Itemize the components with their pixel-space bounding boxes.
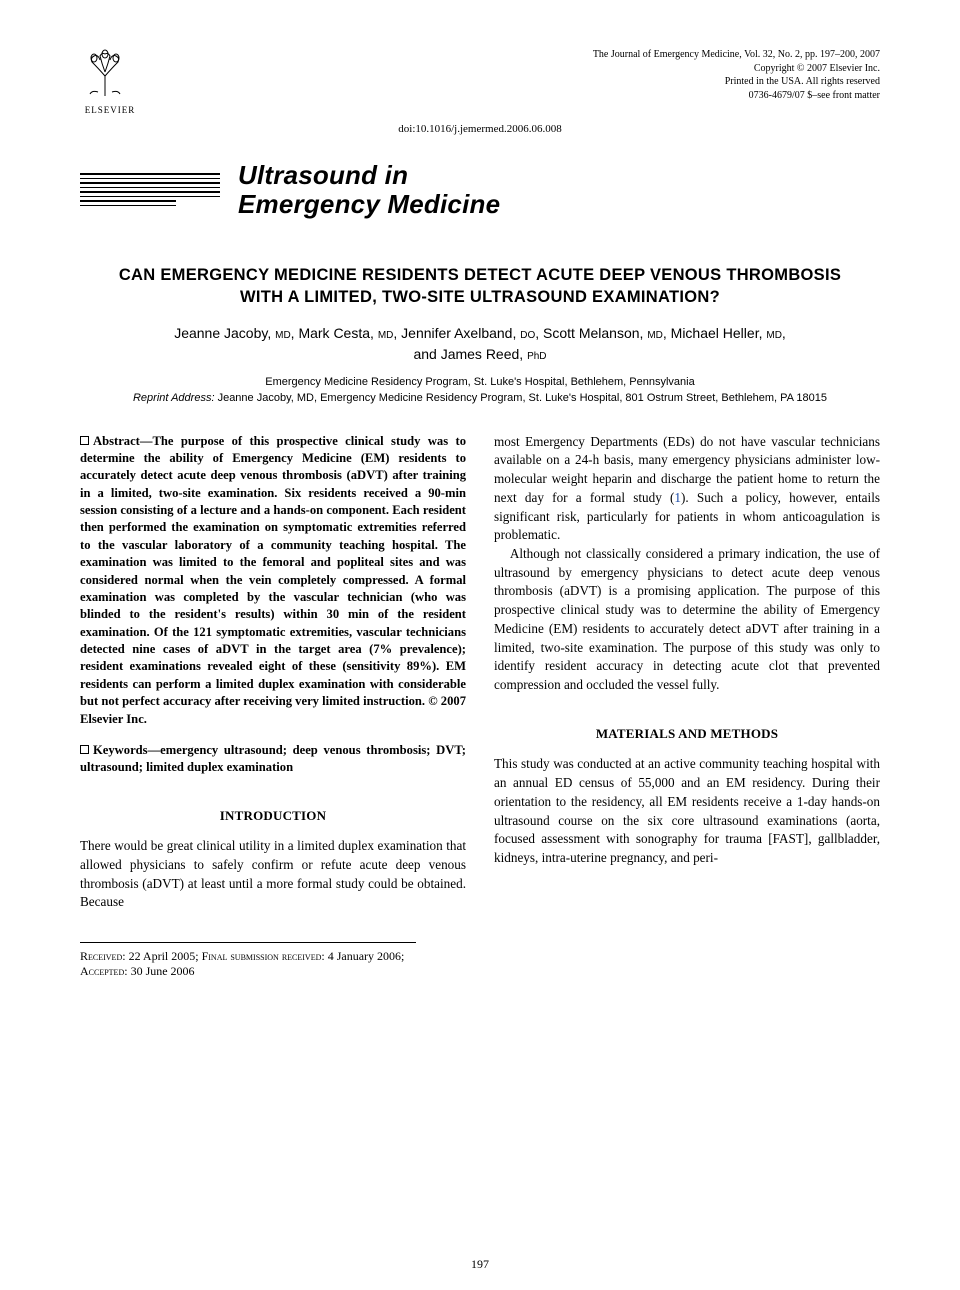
affiliation-block: Emergency Medicine Residency Program, St… (80, 375, 880, 407)
section-banner-title: Ultrasound in Emergency Medicine (238, 161, 500, 218)
section-heading-methods: MATERIALS AND METHODS (494, 725, 880, 743)
journal-meta-line: Copyright © 2007 Elsevier Inc. (593, 62, 880, 76)
intro-paragraph: Although not classically considered a pr… (494, 545, 880, 695)
citation-link[interactable]: 1 (674, 490, 681, 505)
keywords: Keywords—emergency ultrasound; deep veno… (80, 742, 466, 777)
page-number: 197 (0, 1257, 960, 1272)
abstract-text: The purpose of this prospective clinical… (80, 434, 466, 726)
banner-title-line: Ultrasound in (238, 161, 500, 190)
received-date: 22 April 2005; (126, 949, 202, 963)
intro-paragraph-continued: most Emergency Departments (EDs) do not … (494, 433, 880, 545)
banner-title-line: Emergency Medicine (238, 190, 500, 219)
section-heading-introduction: INTRODUCTION (80, 807, 466, 825)
final-label: Final submission received: (202, 949, 325, 963)
right-column: most Emergency Departments (EDs) do not … (494, 433, 880, 913)
abstract: Abstract—The purpose of this prospective… (80, 433, 466, 728)
reprint-text: Jeanne Jacoby, MD, Emergency Medicine Re… (215, 392, 828, 404)
received-label: Received: (80, 949, 126, 963)
keywords-label: Keywords— (93, 743, 160, 757)
methods-paragraph: This study was conducted at an active co… (494, 755, 880, 867)
final-date: 4 January 2006; (325, 949, 405, 963)
publisher-logo: ELSEVIER (80, 48, 140, 115)
article-title: CAN EMERGENCY MEDICINE RESIDENTS DETECT … (100, 264, 860, 309)
abstract-label: Abstract— (93, 434, 152, 448)
section-banner: Ultrasound in Emergency Medicine (80, 161, 880, 218)
header-row: ELSEVIER The Journal of Emergency Medici… (80, 48, 880, 115)
left-column: Abstract—The purpose of this prospective… (80, 433, 466, 913)
reprint-address: Reprint Address: Jeanne Jacoby, MD, Emer… (80, 391, 880, 407)
footer-rule (80, 942, 416, 943)
journal-meta: The Journal of Emergency Medicine, Vol. … (593, 48, 880, 102)
banner-lines-icon (80, 173, 220, 206)
affiliation: Emergency Medicine Residency Program, St… (80, 375, 880, 391)
checkbox-icon (80, 436, 89, 445)
intro-paragraph: There would be great clinical utility in… (80, 837, 466, 912)
article-history: Received: 22 April 2005; Final submissio… (80, 949, 880, 979)
accepted-label: Accepted: (80, 964, 128, 978)
journal-meta-line: Printed in the USA. All rights reserved (593, 75, 880, 89)
journal-meta-line: The Journal of Emergency Medicine, Vol. … (593, 48, 880, 62)
accepted-date: 30 June 2006 (128, 964, 195, 978)
doi: doi:10.1016/j.jemermed.2006.06.008 (80, 123, 880, 135)
author-list: Jeanne Jacoby, MD, Mark Cesta, MD, Jenni… (80, 323, 880, 365)
elsevier-tree-icon (80, 48, 130, 98)
body-columns: Abstract—The purpose of this prospective… (80, 433, 880, 913)
publisher-name: ELSEVIER (80, 105, 140, 115)
checkbox-icon (80, 745, 89, 754)
journal-meta-line: 0736-4679/07 $–see front matter (593, 89, 880, 103)
reprint-label: Reprint Address: (133, 392, 215, 404)
